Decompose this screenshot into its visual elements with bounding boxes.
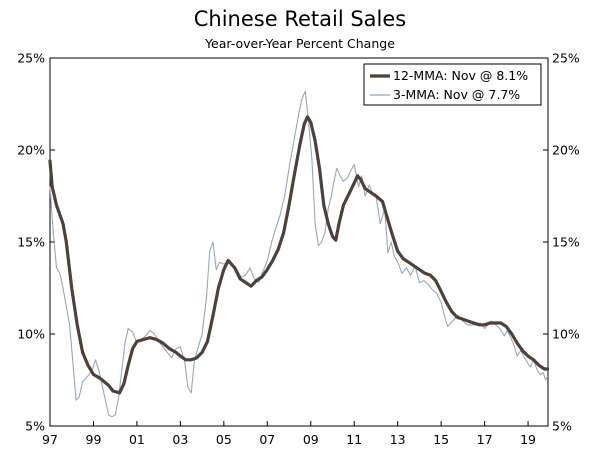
chart-subtitle: Year-over-Year Percent Change xyxy=(204,36,395,51)
series-line-12mma xyxy=(48,115,550,395)
x-tick-label: 07 xyxy=(259,432,275,447)
x-tick-label: 19 xyxy=(520,432,536,447)
series-group xyxy=(48,90,550,418)
y-tick-label-left: 25% xyxy=(17,51,45,66)
x-tick-label: 13 xyxy=(390,432,406,447)
x-tick-label: 17 xyxy=(477,432,493,447)
x-tick-label: 03 xyxy=(172,432,188,447)
legend-label-3mma: 3-MMA: Nov @ 7.7% xyxy=(393,87,520,102)
chart-title: Chinese Retail Sales xyxy=(194,7,406,31)
y-tick-label-right: 25% xyxy=(552,51,580,66)
x-tick-label: 99 xyxy=(86,432,102,447)
series-line-3mma xyxy=(49,90,549,418)
y-tick-label-left: 10% xyxy=(17,327,45,342)
y-axis-left: 5% 10% 15% 20% 25% xyxy=(17,51,55,434)
y-tick-label-left: 5% xyxy=(25,419,45,434)
legend-label-12mma: 12-MMA: Nov @ 8.1% xyxy=(393,68,528,83)
y-tick-label-left: 20% xyxy=(17,143,45,158)
x-tick-label: 01 xyxy=(129,432,145,447)
y-tick-label-right: 5% xyxy=(552,419,572,434)
x-tick-label: 09 xyxy=(303,432,319,447)
x-tick-label: 11 xyxy=(346,432,362,447)
x-axis: 97 99 01 03 05 07 09 11 13 15 17 19 xyxy=(42,421,536,447)
x-tick-label: 05 xyxy=(216,432,232,447)
y-tick-label-right: 20% xyxy=(552,143,580,158)
legend-box xyxy=(363,63,542,106)
legend: 12-MMA: Nov @ 8.1% 3-MMA: Nov @ 7.7% xyxy=(363,63,542,106)
y-axis-right: 5% 10% 15% 20% 25% xyxy=(543,51,580,434)
y-tick-label-right: 10% xyxy=(552,327,580,342)
x-tick-label: 15 xyxy=(433,432,449,447)
y-tick-label-left: 15% xyxy=(17,235,45,250)
y-tick-label-right: 15% xyxy=(552,235,580,250)
x-tick-label: 97 xyxy=(42,432,58,447)
